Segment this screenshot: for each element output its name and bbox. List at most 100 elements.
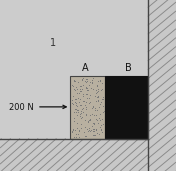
Point [76, 109, 78, 111]
Point [80, 85, 83, 88]
Point [91, 107, 94, 110]
Point [73, 98, 76, 101]
Text: 1: 1 [50, 38, 56, 48]
Point [91, 124, 94, 127]
Point [76, 92, 78, 94]
Point [74, 102, 77, 105]
Point [85, 89, 88, 91]
Point [73, 111, 76, 114]
Point [93, 95, 96, 97]
Point [100, 101, 103, 104]
Point [82, 94, 85, 97]
Point [100, 88, 103, 90]
Point [95, 128, 98, 131]
Point [92, 121, 94, 124]
Point [87, 121, 90, 124]
Point [88, 126, 91, 129]
Point [92, 104, 95, 107]
Point [90, 79, 93, 81]
Point [89, 81, 92, 83]
Point [83, 125, 86, 128]
Point [90, 80, 93, 83]
Point [99, 126, 102, 129]
Point [99, 113, 102, 116]
Point [102, 122, 104, 125]
Text: A: A [82, 63, 89, 73]
Point [71, 103, 74, 105]
Point [80, 109, 83, 112]
Point [80, 78, 83, 80]
Point [83, 126, 86, 128]
Point [77, 100, 80, 103]
Point [93, 122, 96, 125]
Point [102, 110, 105, 113]
Point [85, 114, 88, 116]
Point [97, 88, 100, 91]
Point [97, 80, 100, 83]
Point [75, 98, 78, 101]
Point [83, 100, 85, 102]
Point [99, 103, 102, 106]
Point [96, 84, 99, 86]
Point [94, 128, 97, 130]
Point [71, 99, 73, 102]
Point [78, 104, 81, 107]
Point [79, 90, 82, 93]
Point [88, 96, 91, 99]
Point [84, 113, 87, 116]
Point [76, 87, 79, 90]
Point [97, 99, 100, 102]
Point [80, 104, 83, 107]
Point [94, 92, 97, 95]
Bar [148, 0, 176, 171]
Point [100, 117, 103, 120]
Point [95, 113, 98, 116]
Point [84, 101, 87, 103]
Point [75, 121, 78, 124]
Point [89, 119, 92, 122]
Point [89, 86, 92, 89]
Point [95, 119, 98, 122]
Point [96, 109, 98, 111]
Point [93, 122, 96, 125]
Point [85, 86, 88, 89]
Point [95, 84, 98, 87]
Point [92, 130, 95, 132]
Point [101, 82, 104, 84]
Point [72, 129, 75, 131]
Point [76, 97, 79, 100]
Point [86, 128, 89, 131]
Point [79, 111, 82, 114]
Point [82, 111, 85, 114]
Point [91, 88, 94, 90]
Point [81, 84, 84, 87]
Point [74, 101, 77, 103]
Point [97, 100, 100, 102]
Point [88, 119, 91, 122]
Point [93, 108, 96, 111]
Point [85, 89, 88, 91]
Point [94, 129, 97, 132]
Point [99, 128, 102, 130]
Point [79, 117, 82, 120]
Point [76, 80, 79, 83]
Point [100, 129, 102, 132]
Point [98, 133, 100, 136]
Point [101, 97, 104, 100]
Point [96, 122, 99, 125]
Point [74, 108, 77, 111]
Text: B: B [125, 63, 132, 73]
Point [84, 80, 87, 82]
Point [73, 135, 76, 138]
Point [92, 134, 94, 136]
Point [73, 116, 76, 119]
Point [78, 114, 81, 117]
Point [93, 128, 95, 131]
Point [89, 114, 92, 117]
Point [95, 95, 98, 98]
Point [86, 97, 89, 99]
Point [81, 79, 83, 82]
Point [76, 114, 78, 117]
Point [101, 105, 104, 108]
Point [74, 110, 77, 113]
